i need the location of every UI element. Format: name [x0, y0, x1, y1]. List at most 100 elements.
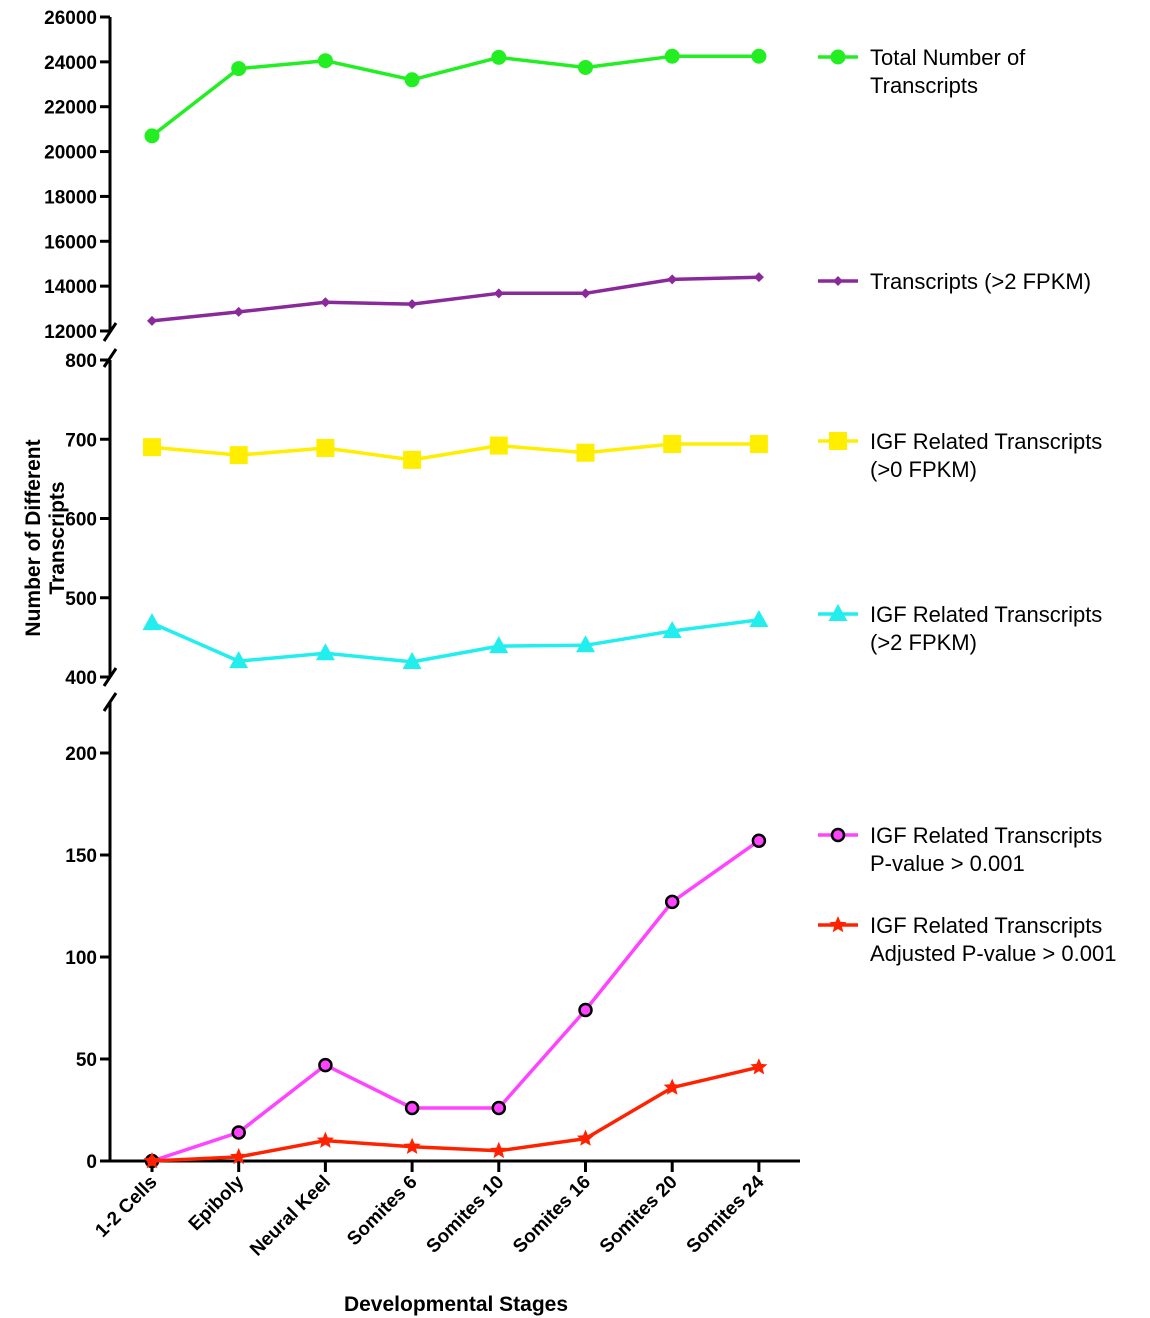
legend-marker: [830, 827, 846, 843]
x-tick-label: Epiboly: [185, 1171, 249, 1235]
data-point: [750, 1058, 768, 1075]
y-tick-label: 400: [65, 668, 97, 689]
y-tick-label: 500: [65, 589, 97, 610]
data-point: [315, 643, 335, 661]
series-5: [143, 1058, 768, 1169]
y-tick-label: 18000: [44, 187, 97, 208]
legend-item: IGF Related Transcripts P-value > 0.001: [818, 823, 1102, 876]
data-point: [317, 53, 333, 69]
axes: [102, 17, 800, 1163]
data-point: [318, 1057, 333, 1073]
legend-label: Adjusted P-value > 0.001: [870, 941, 1116, 966]
data-series: [142, 48, 769, 1169]
data-point: [142, 613, 162, 631]
y-tick-label: 14000: [44, 277, 97, 298]
y-tick-label: 22000: [44, 98, 97, 119]
data-point: [751, 48, 767, 64]
data-point: [664, 894, 680, 910]
data-point: [489, 636, 509, 654]
y-axis-title-line: Transcripts: [46, 481, 69, 594]
y-axis-lower-and-x-axis: [108, 702, 800, 1163]
data-point: [403, 450, 422, 469]
data-point: [316, 438, 335, 457]
legend-marker: [833, 276, 843, 286]
legend-label: P-value > 0.001: [870, 851, 1025, 876]
data-point: [663, 435, 682, 454]
data-point: [749, 609, 769, 627]
y-ticks: 26000 24000 22000 20000 18000 16000 14000 12000…: [44, 8, 110, 1173]
data-point: [667, 274, 678, 285]
data-point: [231, 1125, 246, 1140]
series-2: [143, 435, 768, 469]
series-line: [151, 839, 760, 1163]
y-tick-label: 20000: [44, 143, 97, 164]
x-tick-label: Somites 20: [596, 1172, 682, 1258]
data-point: [144, 128, 160, 144]
legend-label: IGF Related Transcripts: [870, 429, 1102, 454]
y-tick-label: 800: [65, 351, 97, 372]
data-point: [662, 621, 682, 639]
data-point: [143, 1152, 161, 1169]
axis-break-mark: [102, 348, 118, 368]
legend-label: Transcripts (>2 FPKM): [870, 269, 1091, 294]
x-axis-title: Developmental Stages: [344, 1293, 568, 1316]
legend-item: Total Number of Transcripts: [818, 45, 1026, 98]
data-point: [491, 1100, 507, 1116]
y-tick-label: 150: [65, 846, 97, 867]
axis-break-mark: [102, 692, 118, 712]
y-tick-label: 26000: [44, 8, 97, 29]
data-point: [489, 436, 508, 455]
series-line: [151, 442, 759, 462]
x-tick-label: Somites 10: [423, 1172, 509, 1258]
data-point: [749, 435, 768, 454]
data-point: [490, 1141, 508, 1159]
y-tick-label: 700: [65, 430, 97, 451]
data-point: [407, 299, 418, 310]
data-point: [403, 1137, 421, 1154]
data-point: [230, 1147, 248, 1165]
legend: Total Number of Transcripts Transcripts (>…: [818, 45, 1116, 966]
data-point: [229, 651, 249, 669]
legend-label: IGF Related Transcripts: [870, 602, 1102, 627]
y-tick-label: 50: [76, 1050, 97, 1071]
data-point: [578, 59, 593, 75]
data-point: [404, 1100, 420, 1116]
y-tick-label: 0: [86, 1152, 97, 1173]
series-line: [151, 275, 759, 323]
legend-marker: [828, 604, 848, 621]
y-tick-label: 24000: [44, 53, 97, 74]
legend-item: IGF Related Transcripts (>2 FPKM): [818, 602, 1102, 655]
legend-item: Transcripts (>2 FPKM): [818, 269, 1091, 294]
data-point: [147, 315, 157, 326]
data-point: [576, 443, 595, 462]
y-tick-label: 16000: [44, 232, 97, 253]
data-point: [143, 438, 161, 457]
x-tick-label: Somites 24: [683, 1171, 769, 1257]
legend-marker: [829, 916, 847, 933]
series-line: [150, 54, 759, 138]
legend-item: IGF Related Transcripts (>0 FPKM): [818, 429, 1102, 482]
data-point: [580, 288, 591, 299]
legend-item: IGF Related Transcripts Adjusted P-value …: [818, 913, 1116, 966]
series-line: [151, 618, 760, 664]
y-tick-label: 100: [65, 948, 97, 969]
data-point: [404, 72, 420, 88]
legend-marker: [830, 49, 846, 65]
series-0: [144, 48, 767, 144]
y-tick-label: 200: [65, 744, 97, 765]
legend-label: (>0 FPKM): [870, 457, 977, 482]
legend-label: IGF Related Transcripts: [870, 823, 1102, 848]
data-point: [576, 635, 595, 653]
series-4: [144, 833, 767, 1169]
data-point: [320, 297, 331, 308]
x-tick-label: 1-2 Cells: [91, 1172, 161, 1242]
y-tick-label: 12000: [44, 322, 97, 343]
data-point: [491, 49, 507, 65]
legend-label: IGF Related Transcripts: [870, 913, 1102, 938]
data-point: [233, 306, 244, 317]
data-point: [576, 1129, 595, 1146]
y-axis-title-line: Number of Different: [22, 439, 45, 636]
data-point: [402, 651, 422, 669]
